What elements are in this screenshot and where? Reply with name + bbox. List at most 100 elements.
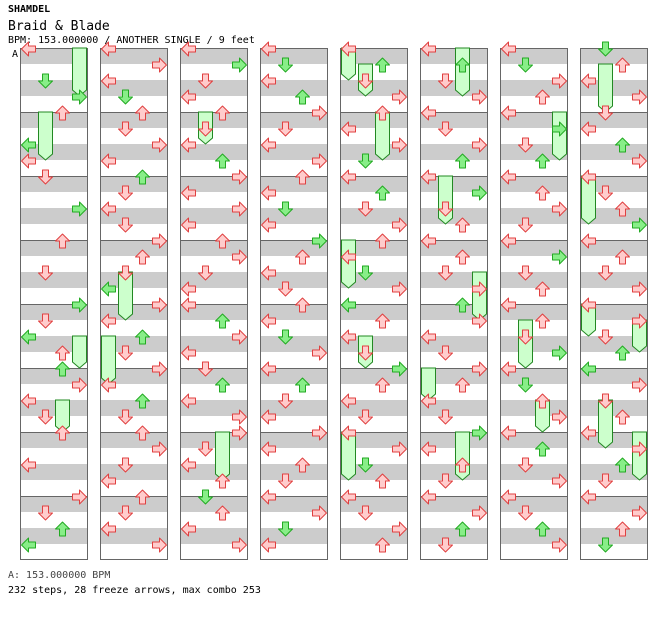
beat-stripe bbox=[260, 336, 328, 352]
beat-stripe bbox=[100, 336, 168, 352]
arrow-down-icon bbox=[38, 313, 53, 329]
freeze-arrow-down bbox=[598, 63, 613, 113]
arrow-down-icon bbox=[118, 409, 133, 425]
arrow-up-icon bbox=[615, 457, 630, 473]
arrow-down-icon bbox=[518, 457, 533, 473]
arrow-left-icon bbox=[181, 89, 196, 105]
arrow-down-icon bbox=[358, 505, 373, 521]
arrow-right-icon bbox=[232, 57, 247, 73]
arrow-left-icon bbox=[261, 409, 276, 425]
arrow-right-icon bbox=[632, 281, 647, 297]
beat-stripe bbox=[340, 208, 408, 224]
arrow-right-icon bbox=[232, 329, 247, 345]
beat-stripe bbox=[340, 272, 408, 288]
arrow-left-icon bbox=[101, 521, 116, 537]
beat-stripe bbox=[180, 112, 248, 128]
beat-stripe bbox=[260, 304, 328, 320]
arrow-left-icon bbox=[101, 281, 116, 297]
arrow-right-icon bbox=[632, 505, 647, 521]
arrow-right-icon bbox=[472, 89, 487, 105]
arrow-left-icon bbox=[501, 489, 516, 505]
beat-stripe bbox=[340, 496, 408, 512]
beat-stripe bbox=[180, 240, 248, 256]
arrow-left-icon bbox=[261, 441, 276, 457]
beat-stripe bbox=[180, 144, 248, 160]
beat-stripe bbox=[580, 496, 648, 512]
beat-stripe bbox=[420, 432, 488, 448]
arrow-up-icon bbox=[375, 537, 390, 553]
arrow-left-icon bbox=[341, 489, 356, 505]
beat-stripe bbox=[180, 368, 248, 384]
freeze-arrow-left bbox=[101, 335, 116, 385]
arrow-left-icon bbox=[581, 169, 596, 185]
beat-stripe bbox=[580, 80, 648, 96]
freeze-arrow-down bbox=[118, 271, 133, 321]
beat-stripe bbox=[100, 528, 168, 544]
beat-stripe bbox=[100, 432, 168, 448]
arrow-left-icon bbox=[21, 41, 36, 57]
column-border bbox=[580, 48, 648, 560]
beat-stripe bbox=[580, 432, 648, 448]
beat-stripe bbox=[500, 80, 568, 96]
arrow-up-icon bbox=[295, 249, 310, 265]
arrow-up-icon bbox=[215, 153, 230, 169]
beat-stripe bbox=[180, 208, 248, 224]
arrow-up-icon bbox=[375, 185, 390, 201]
arrow-up-icon bbox=[215, 105, 230, 121]
arrow-right-icon bbox=[152, 137, 167, 153]
arrow-down-icon bbox=[278, 473, 293, 489]
arrow-right-icon bbox=[552, 473, 567, 489]
arrow-up-icon bbox=[295, 297, 310, 313]
arrow-up-icon bbox=[375, 377, 390, 393]
column-border bbox=[340, 48, 408, 560]
arrow-up-icon bbox=[295, 89, 310, 105]
beat-stripe bbox=[20, 144, 88, 160]
arrow-left-icon bbox=[501, 169, 516, 185]
arrow-up-icon bbox=[135, 425, 150, 441]
beat-stripe bbox=[580, 48, 648, 64]
arrow-up-icon bbox=[535, 153, 550, 169]
arrow-up-icon bbox=[135, 169, 150, 185]
beat-stripe bbox=[580, 176, 648, 192]
beat-stripe bbox=[500, 144, 568, 160]
arrow-left-icon bbox=[181, 345, 196, 361]
arrow-down-icon bbox=[278, 393, 293, 409]
beat-stripe bbox=[180, 432, 248, 448]
column-border bbox=[100, 48, 168, 560]
arrow-right-icon bbox=[232, 537, 247, 553]
arrow-up-icon bbox=[535, 441, 550, 457]
beat-stripe bbox=[420, 80, 488, 96]
freeze-arrow-down bbox=[438, 175, 453, 225]
arrow-up-icon bbox=[455, 217, 470, 233]
column-border bbox=[260, 48, 328, 560]
beat-stripe bbox=[340, 144, 408, 160]
arrow-up-icon bbox=[535, 89, 550, 105]
arrow-right-icon bbox=[472, 137, 487, 153]
beat-stripe bbox=[420, 208, 488, 224]
arrow-left-icon bbox=[101, 313, 116, 329]
arrow-up-icon bbox=[55, 233, 70, 249]
arrow-left-icon bbox=[341, 169, 356, 185]
arrow-left-icon bbox=[21, 457, 36, 473]
beat-stripe bbox=[500, 176, 568, 192]
arrow-down-icon bbox=[598, 393, 613, 409]
beat-stripe bbox=[260, 240, 328, 256]
arrow-down-icon bbox=[438, 73, 453, 89]
beat-stripe bbox=[580, 272, 648, 288]
chart-stats: 232 steps, 28 freeze arrows, max combo 2… bbox=[8, 585, 261, 596]
arrow-right-icon bbox=[632, 441, 647, 457]
arrow-left-icon bbox=[501, 41, 516, 57]
arrow-right-icon bbox=[392, 89, 407, 105]
arrow-down-icon bbox=[598, 265, 613, 281]
beat-stripe bbox=[180, 496, 248, 512]
beat-stripe bbox=[20, 240, 88, 256]
beat-stripe bbox=[260, 496, 328, 512]
arrow-left-icon bbox=[501, 425, 516, 441]
beat-stripe bbox=[100, 400, 168, 416]
freeze-arrow-up bbox=[455, 431, 470, 481]
arrow-down-icon bbox=[38, 505, 53, 521]
beat-stripe bbox=[100, 272, 168, 288]
arrow-left-icon bbox=[181, 41, 196, 57]
arrow-down-icon bbox=[278, 57, 293, 73]
arrow-left-icon bbox=[261, 41, 276, 57]
